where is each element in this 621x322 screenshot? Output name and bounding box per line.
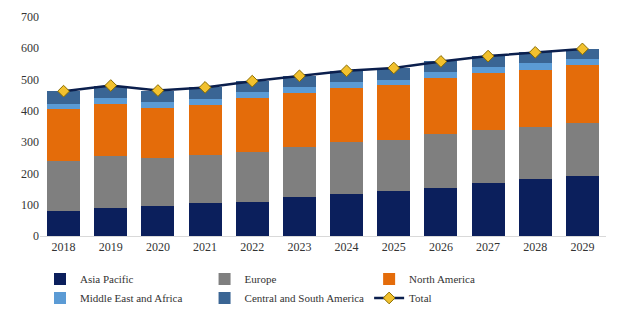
- svg-text:2023: 2023: [287, 240, 311, 254]
- svg-text:500: 500: [21, 73, 39, 87]
- svg-text:2024: 2024: [335, 240, 359, 254]
- svg-text:2019: 2019: [99, 240, 123, 254]
- svg-text:2028: 2028: [523, 240, 547, 254]
- svg-text:2020: 2020: [146, 240, 170, 254]
- svg-text:2018: 2018: [52, 240, 76, 254]
- svg-text:2029: 2029: [570, 240, 594, 254]
- svg-text:North America: North America: [409, 273, 475, 285]
- svg-text:700: 700: [21, 10, 39, 24]
- svg-text:2025: 2025: [382, 240, 406, 254]
- svg-text:400: 400: [21, 104, 39, 118]
- svg-text:Central and South America: Central and South America: [245, 292, 365, 304]
- svg-text:2021: 2021: [193, 240, 217, 254]
- svg-text:200: 200: [21, 167, 39, 181]
- svg-text:100: 100: [21, 198, 39, 212]
- svg-text:2027: 2027: [476, 240, 500, 254]
- svg-text:300: 300: [21, 135, 39, 149]
- svg-text:600: 600: [21, 41, 39, 55]
- svg-text:Middle East and Africa: Middle East and Africa: [80, 292, 182, 304]
- svg-text:2026: 2026: [429, 240, 453, 254]
- svg-text:2022: 2022: [240, 240, 264, 254]
- svg-text:Europe: Europe: [245, 273, 277, 285]
- svg-text:Total: Total: [409, 292, 431, 304]
- svg-text:Asia Pacific: Asia Pacific: [80, 273, 134, 285]
- svg-text:0: 0: [33, 229, 39, 243]
